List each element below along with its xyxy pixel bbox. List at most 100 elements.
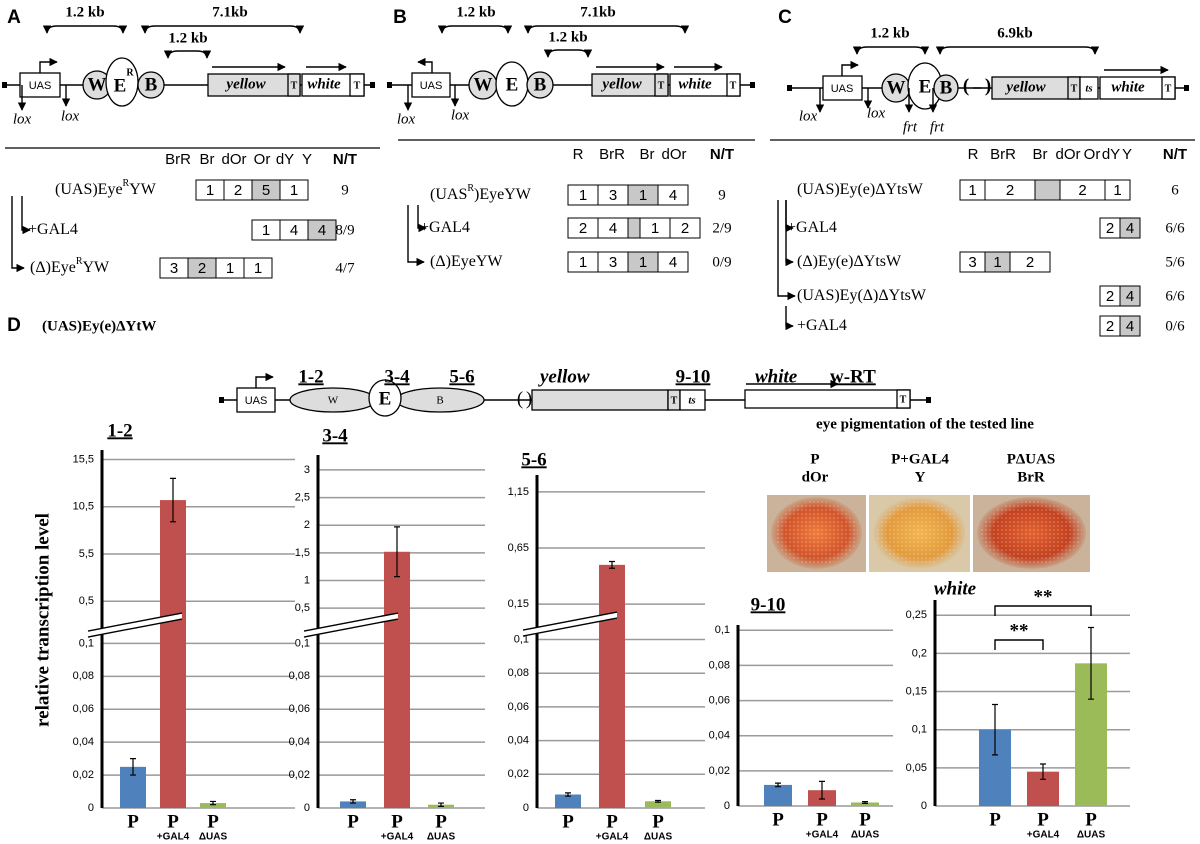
cell-value: 2: [1006, 182, 1014, 199]
region-label: 9-10: [676, 366, 711, 387]
name-part: (UAS)Ey(Δ)ΔYtsW: [797, 287, 927, 304]
row-name: (Δ)EyeRYW: [30, 256, 110, 275]
label: T: [671, 395, 678, 406]
column-header: Y: [1122, 146, 1132, 163]
element: [368, 379, 402, 417]
label: lox: [61, 108, 80, 124]
error-bar: [775, 782, 781, 788]
x-tick-note: ΔUAS: [199, 832, 228, 843]
error-bar: [170, 477, 176, 523]
cell: [1119, 315, 1141, 337]
cell-value: 4: [1126, 318, 1134, 335]
y-tick-label: 0,04: [508, 735, 529, 747]
column-header: Y: [302, 151, 312, 168]
y-tick-label: 0,5: [79, 595, 94, 607]
nt-value: 4/7: [335, 260, 355, 276]
name-part: R: [76, 256, 83, 267]
nt-value: 6: [1171, 182, 1179, 198]
label: frt: [930, 119, 945, 135]
x-tick-note: +GAL4: [596, 832, 629, 843]
x-tick-label: P: [562, 811, 574, 832]
y-tick-label: 3: [304, 464, 310, 476]
label: yellow: [224, 76, 266, 92]
end-mark: [1184, 85, 1189, 91]
eye-texture: [775, 501, 858, 565]
distance-bracket: [523, 25, 690, 34]
cell-value: 2: [198, 260, 206, 277]
x-tick-label: P: [652, 811, 664, 832]
column-header: dOr: [221, 151, 246, 168]
y-tick-label: 0,05: [906, 762, 927, 774]
y-tick-label: 0,02: [709, 765, 730, 777]
row-name: (UAS)EyeRYW: [55, 178, 157, 197]
error-bar: [609, 560, 615, 569]
error-bar: [992, 703, 998, 756]
y-tick-label: 1: [304, 574, 310, 586]
x-tick-label: P: [391, 811, 403, 832]
name-part: )EyeYW: [474, 186, 532, 203]
cell-value: 1: [639, 187, 647, 204]
cell-value: 4: [609, 220, 617, 237]
label: E: [114, 75, 127, 96]
cell-value: 1: [226, 260, 234, 277]
y-tick-label: 0,1: [514, 633, 529, 645]
name-part: +GAL4: [28, 221, 78, 238]
x-tick-note: ΔUAS: [851, 830, 880, 841]
column-header: dY: [1102, 146, 1120, 163]
name-part: (UAS)Ey(e)ΔYtsW: [797, 181, 924, 198]
end-mark: [787, 85, 792, 91]
row-name: +GAL4: [28, 221, 78, 238]
y-tick-label: 0: [724, 800, 730, 812]
break-line: [522, 617, 618, 637]
break-line: [87, 612, 183, 632]
eye-texture: [877, 501, 962, 565]
cell: [279, 179, 309, 201]
distance: 1.2 kb: [870, 25, 909, 41]
end-mark: [926, 397, 931, 403]
cell-value: 1: [639, 254, 647, 271]
y-tick-label: 0,5: [295, 602, 310, 614]
photo-title: eye pigmentation of the tested line: [816, 416, 1034, 432]
label: (: [517, 388, 523, 409]
y-tick-label: 0,06: [289, 703, 310, 715]
region-label: 1-2: [298, 366, 323, 387]
nt-value: 2/9: [712, 220, 731, 236]
derivation-arrow: [777, 200, 796, 301]
distance: 1.2 kb: [65, 4, 104, 20]
significance-bracket: [994, 605, 1092, 616]
photo-label: BrR: [1017, 469, 1045, 485]
y-tick-label: 0,06: [508, 701, 529, 713]
cell-value: 1: [651, 220, 659, 237]
column-header: BrR: [990, 146, 1016, 163]
cell: [597, 217, 629, 239]
gene-name: white: [755, 366, 798, 387]
break-line: [303, 612, 399, 632]
cell-value: 4: [1126, 288, 1134, 305]
row-name: (UASR)EyeYW: [430, 183, 532, 202]
error-bar: [655, 799, 661, 803]
column-header: Or: [254, 151, 271, 168]
distance: 6.9kb: [997, 25, 1032, 41]
cell-value: 2: [681, 220, 689, 237]
label: lox: [397, 111, 416, 127]
label: B: [534, 74, 547, 95]
bar: [160, 500, 186, 808]
axis-break: [523, 612, 617, 636]
promoter-arrow: [255, 372, 274, 388]
box: [1161, 76, 1176, 100]
distance-bracket: [163, 50, 212, 59]
y-tick-label: 5,5: [79, 548, 94, 560]
error-bar: [819, 780, 825, 800]
name-part: (Δ)Ey(e)ΔYtsW: [797, 253, 902, 270]
label: white: [1111, 79, 1145, 95]
column-header: Or: [1084, 146, 1101, 163]
label: B: [145, 74, 158, 95]
y-tick-label: 0,04: [709, 730, 730, 742]
x-tick-note: ΔUAS: [644, 832, 673, 843]
x-tick-note: +GAL4: [381, 832, 414, 843]
promoter-arrow: [417, 57, 433, 73]
nt-value: 9: [341, 182, 349, 198]
y-tick-label: 0,08: [73, 670, 94, 682]
bar: [599, 564, 625, 808]
